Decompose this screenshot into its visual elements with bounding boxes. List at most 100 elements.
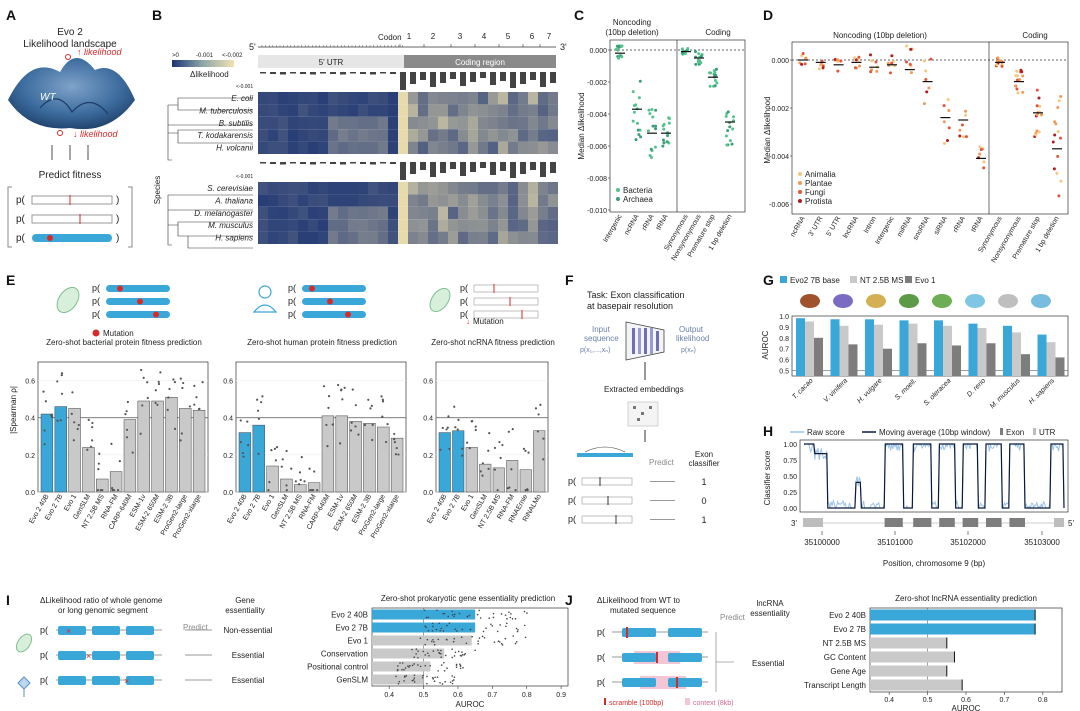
lncrna-exon bbox=[622, 678, 656, 687]
data-point bbox=[481, 635, 484, 638]
heatmap-cell bbox=[378, 194, 388, 207]
data-point bbox=[157, 380, 160, 383]
data-point bbox=[875, 69, 879, 73]
heatmap-cell bbox=[278, 182, 288, 195]
panel-h-xlabel: Position, chromosome 9 (bp) bbox=[883, 559, 986, 568]
data-point bbox=[60, 373, 63, 377]
data-point bbox=[411, 648, 413, 651]
classifier-label-1: Exon bbox=[695, 450, 713, 459]
data-point bbox=[662, 141, 666, 145]
data-point bbox=[839, 59, 843, 63]
data-point bbox=[308, 467, 311, 470]
xtick-label: tRNA bbox=[970, 215, 985, 233]
heatmap-cell bbox=[338, 129, 348, 142]
ytick-label: -0.002 bbox=[587, 80, 607, 87]
panel-j: J ΔLikelihood from WT to mutated sequenc… bbox=[565, 592, 1063, 711]
category-label: Evo 2 40B bbox=[829, 611, 866, 620]
data-point bbox=[403, 669, 405, 671]
embeddings-label: Extracted embeddings bbox=[604, 385, 684, 394]
data-point bbox=[961, 135, 965, 139]
gene-structure-track bbox=[803, 518, 1064, 527]
heatmap-cell bbox=[328, 116, 338, 130]
data-point bbox=[407, 665, 409, 667]
data-point bbox=[653, 145, 657, 149]
data-point bbox=[800, 54, 804, 58]
p-label: p( bbox=[16, 214, 26, 225]
data-point bbox=[504, 614, 507, 616]
heatmap-cell bbox=[388, 182, 398, 195]
mutation-dot bbox=[117, 285, 123, 292]
rna-sequence-bar bbox=[473, 284, 539, 293]
ytick-label: 0.0 bbox=[423, 490, 433, 497]
heatmap-cell bbox=[298, 129, 308, 142]
p-label: p( bbox=[568, 514, 576, 524]
species-label: H. sapiens bbox=[215, 234, 253, 243]
data-point bbox=[322, 385, 326, 388]
delta-bar bbox=[450, 162, 456, 169]
data-point bbox=[397, 453, 400, 456]
data-point bbox=[408, 666, 410, 668]
data-point bbox=[469, 628, 472, 631]
data-point bbox=[996, 59, 1000, 63]
species-labels: E. coli M. tuberculosis B. subtilis T. koda… bbox=[194, 94, 253, 243]
data-point bbox=[523, 624, 526, 627]
delta-bar bbox=[460, 72, 466, 86]
heatmap-cell bbox=[298, 182, 308, 195]
heatmap-cell bbox=[438, 219, 448, 232]
data-point bbox=[409, 664, 411, 667]
high-likelihood-label: likelihood bbox=[84, 47, 123, 57]
data-point bbox=[303, 480, 306, 483]
data-point bbox=[413, 674, 416, 676]
legend-swatch-exon bbox=[1000, 428, 1003, 435]
delta-bar bbox=[290, 162, 296, 164]
data-point bbox=[440, 656, 442, 658]
data-point bbox=[693, 50, 697, 54]
data-point bbox=[425, 616, 428, 619]
heatmap-cell bbox=[488, 116, 498, 130]
heatmap-cell bbox=[408, 206, 418, 220]
heatmap-cell bbox=[368, 182, 378, 195]
data-point bbox=[397, 668, 399, 671]
data-point bbox=[999, 59, 1003, 63]
data-point bbox=[713, 71, 717, 75]
data-point bbox=[326, 445, 329, 448]
xtick-label: rRNA bbox=[952, 215, 967, 234]
input-label-2: sequence bbox=[584, 334, 619, 343]
data-point bbox=[647, 108, 651, 112]
data-point bbox=[154, 389, 157, 392]
data-point bbox=[476, 613, 479, 616]
bar bbox=[109, 471, 123, 493]
delta-bar bbox=[370, 72, 376, 75]
ytick-label: 0.8 bbox=[779, 336, 789, 343]
category-label: GC Content bbox=[824, 653, 867, 662]
panel-e-charts: Zero-shot bacterial protein fitness pred… bbox=[25, 338, 555, 540]
mutation-mark: × bbox=[86, 651, 91, 661]
heatmap-cell bbox=[388, 219, 398, 232]
data-point bbox=[508, 611, 510, 613]
heatmap-cell bbox=[378, 141, 388, 154]
heatmap-cell bbox=[288, 104, 298, 117]
heatmap-cell bbox=[438, 92, 448, 105]
data-point bbox=[142, 376, 145, 379]
data-point bbox=[801, 51, 805, 55]
data-point bbox=[853, 56, 857, 60]
data-point bbox=[836, 69, 840, 73]
panel-c-ylabel: Median Δlikelihood bbox=[577, 92, 586, 159]
data-point bbox=[393, 438, 396, 441]
data-point bbox=[960, 123, 964, 127]
outcome-label: Non-essential bbox=[224, 626, 273, 635]
data-point bbox=[299, 478, 302, 482]
noncoding-group-sublabel: (10bp deletion) bbox=[605, 28, 659, 37]
heatmap-cell bbox=[318, 182, 328, 195]
data-point bbox=[193, 384, 196, 387]
heatmap-cell bbox=[278, 104, 288, 117]
sequence-bar bbox=[31, 214, 113, 224]
data-point bbox=[444, 680, 446, 683]
data-point bbox=[501, 644, 504, 646]
three-prime-label: 3' bbox=[560, 42, 567, 52]
panel-g-letter: G bbox=[763, 272, 774, 288]
data-point bbox=[817, 67, 821, 71]
data-point bbox=[395, 446, 398, 450]
legend-swatch-context bbox=[685, 698, 690, 705]
heatmap-cell bbox=[298, 116, 308, 130]
